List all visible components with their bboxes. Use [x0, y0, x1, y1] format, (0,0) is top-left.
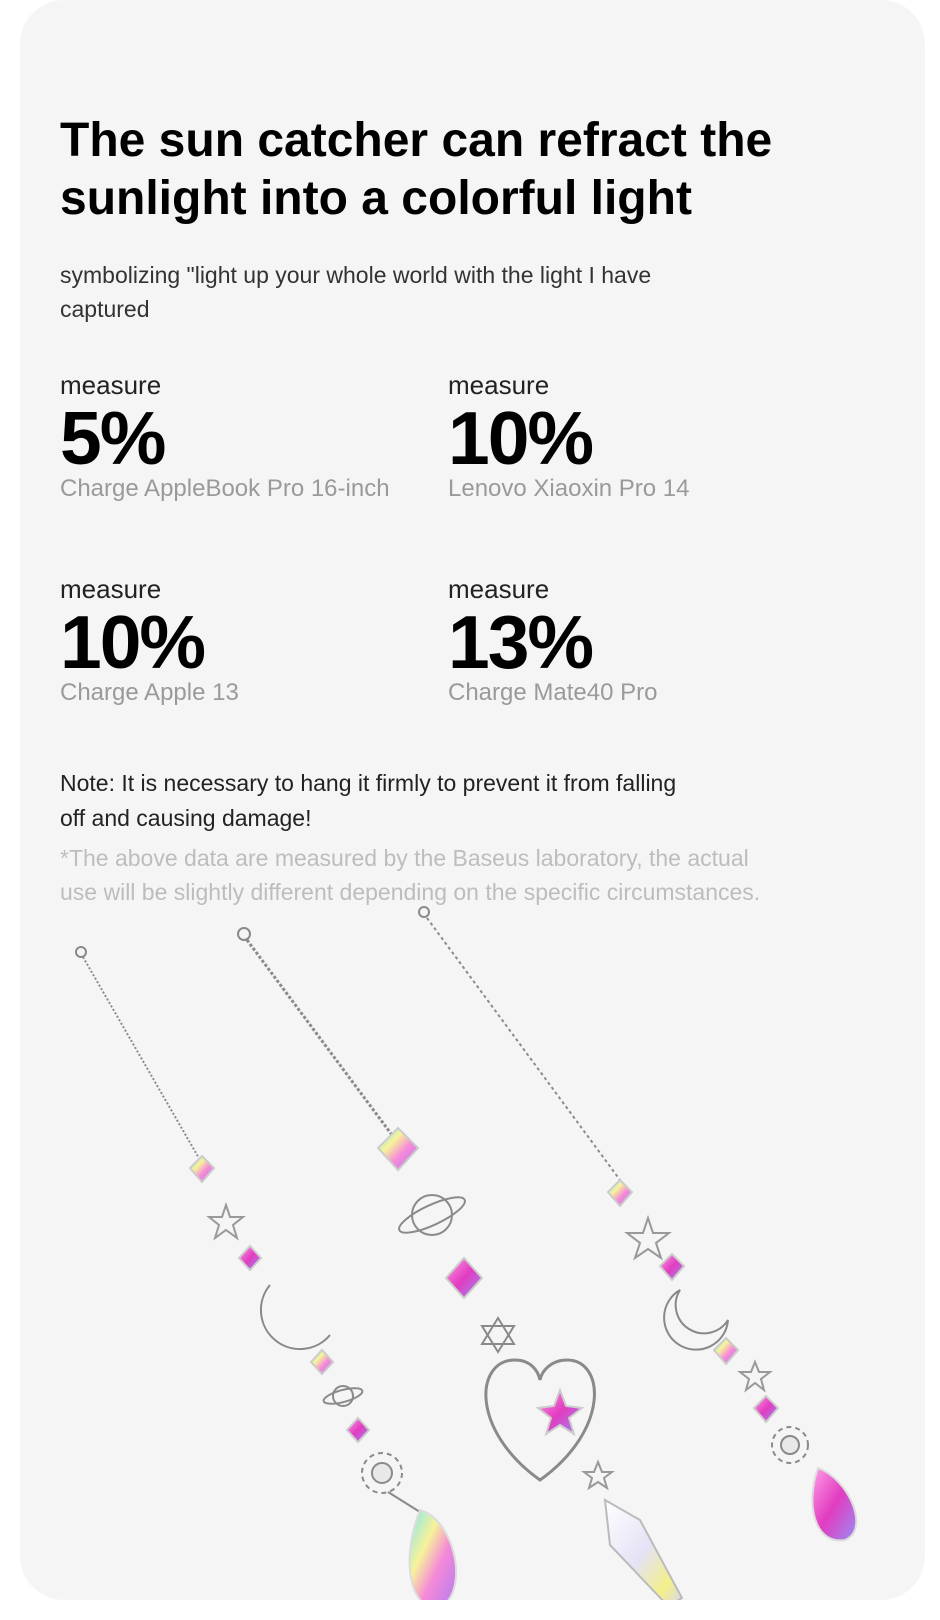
sun-icon [771, 1426, 809, 1464]
stat-label: measure [60, 574, 162, 604]
stat-caption: Charge Apple 13 [60, 679, 239, 706]
sun-catcher-strand-1 [75, 946, 457, 1600]
stat-value: 10% [60, 600, 206, 684]
star-icon [581, 1459, 615, 1491]
stat-caption: Charge Mate40 Pro [448, 679, 658, 706]
crystal-bead [658, 1252, 686, 1282]
planet-icon [322, 1385, 364, 1407]
star-icon [206, 1201, 246, 1241]
title-line-1: The sun catcher can refract the [60, 114, 773, 167]
stat-item: measure 10% Charge Apple 13 [60, 574, 440, 708]
disclaimer: *The above data are measured by the Base… [60, 841, 760, 909]
crystal-drop-icon [811, 1466, 858, 1542]
subtitle-line-2: captured [60, 296, 150, 322]
product-card: The sun catcher can refract the sunlight… [20, 0, 925, 1600]
warning-note: Note: It is necessary to hang it firmly … [60, 766, 676, 836]
note-line-2: off and causing damage! [60, 805, 312, 831]
heart-icon [484, 1358, 596, 1482]
note-line-1: Note: It is necessary to hang it firmly … [60, 770, 677, 796]
star-icon [624, 1214, 672, 1261]
sun-icon [361, 1452, 403, 1494]
stat-value: 10% [448, 396, 594, 480]
crystal-drop-icon [408, 1508, 457, 1600]
crystal-bead [309, 1348, 335, 1376]
page-title: The sun catcher can refract the sunlight… [60, 112, 772, 228]
crystal-bead [345, 1416, 371, 1444]
star-icon [737, 1359, 773, 1393]
moon-icon [259, 1284, 331, 1351]
crystal-bead [444, 1256, 484, 1300]
stat-value: 13% [448, 600, 594, 684]
subtitle-line-1: symbolizing "light up your whole world w… [60, 262, 652, 288]
stat-value: 5% [60, 396, 166, 480]
crystal-drop-icon [603, 1498, 684, 1600]
stat-caption: Charge AppleBook Pro 16-inch [60, 475, 390, 502]
stat-label: measure [448, 574, 550, 604]
disclaimer-line-1: *The above data are measured by the Base… [60, 845, 749, 871]
subtitle: symbolizing "light up your whole world w… [60, 258, 651, 326]
crystal-bead [188, 1154, 216, 1184]
disclaimer-line-2: use will be slightly different depending… [60, 879, 761, 905]
crystal-bead [237, 1244, 263, 1272]
stat-item: measure 13% Charge Mate40 Pro [448, 574, 828, 708]
stat-item: measure 10% Lenovo Xiaoxin Pro 14 [448, 370, 828, 504]
sun-catcher-product-image [75, 906, 858, 1600]
stat-label: measure [448, 370, 550, 400]
stat-caption: Lenovo Xiaoxin Pro 14 [448, 475, 690, 502]
sun-catcher-strand-3 [418, 906, 858, 1542]
stat-item: measure 5% Charge AppleBook Pro 16-inch [60, 370, 440, 504]
sun-catcher-strand-2 [237, 927, 684, 1600]
star-of-david-icon [480, 1316, 516, 1354]
moon-icon [663, 1289, 729, 1351]
crystal-bead [376, 1126, 420, 1172]
star-icon [535, 1387, 585, 1437]
crystal-bead [606, 1178, 634, 1208]
crystal-bead [712, 1336, 740, 1366]
planet-icon [398, 1194, 466, 1236]
crystal-bead [752, 1394, 780, 1424]
title-line-2: sunlight into a colorful light [60, 172, 692, 225]
stat-label: measure [60, 370, 162, 400]
